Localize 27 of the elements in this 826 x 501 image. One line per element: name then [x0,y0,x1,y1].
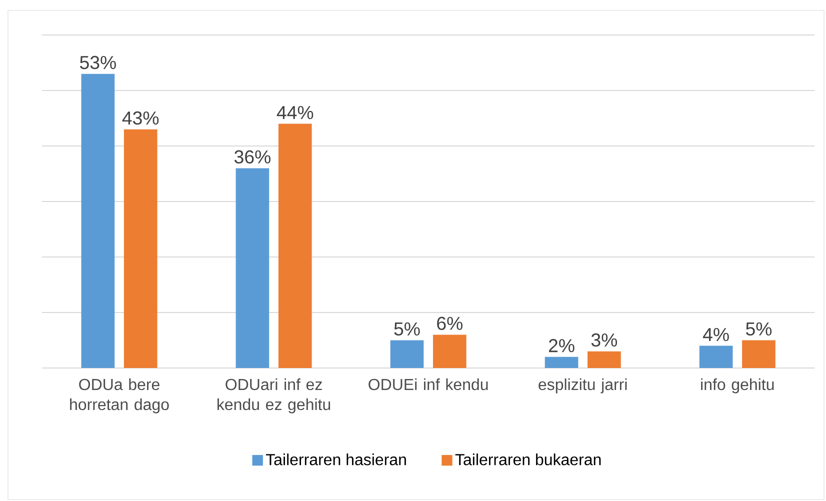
x-tick-label: ODUEi inf kendu [368,378,488,390]
data-label: 2% [548,339,574,352]
data-label: 43% [122,111,159,125]
data-label: 6% [437,316,462,330]
data-label: 53% [80,56,116,70]
x-tick-label: ODUari inf ez kendu ez gehitu [218,378,330,414]
data-label: 36% [234,150,270,164]
data-label: 5% [394,322,420,336]
bar [544,356,578,368]
bar [81,74,115,368]
data-label: 3% [591,333,618,347]
bar [236,168,270,368]
x-tick-label: ODUa bere horretan dago [70,378,169,414]
legend-label: Tailerraren hasieran [266,454,406,466]
bar [278,124,312,368]
data-label: 4% [702,328,729,342]
bar [124,129,158,368]
bar [742,340,776,368]
data-label: 5% [746,322,772,336]
bar [699,346,733,368]
bar [390,340,424,368]
bar [588,351,621,368]
x-tick-label: info gehitu [701,378,774,394]
bar [433,334,466,368]
x-tick-label: esplizitu jarri [538,378,627,394]
legend-label: Tailerraren bukaeran [455,454,601,466]
data-label: 44% [276,106,314,120]
